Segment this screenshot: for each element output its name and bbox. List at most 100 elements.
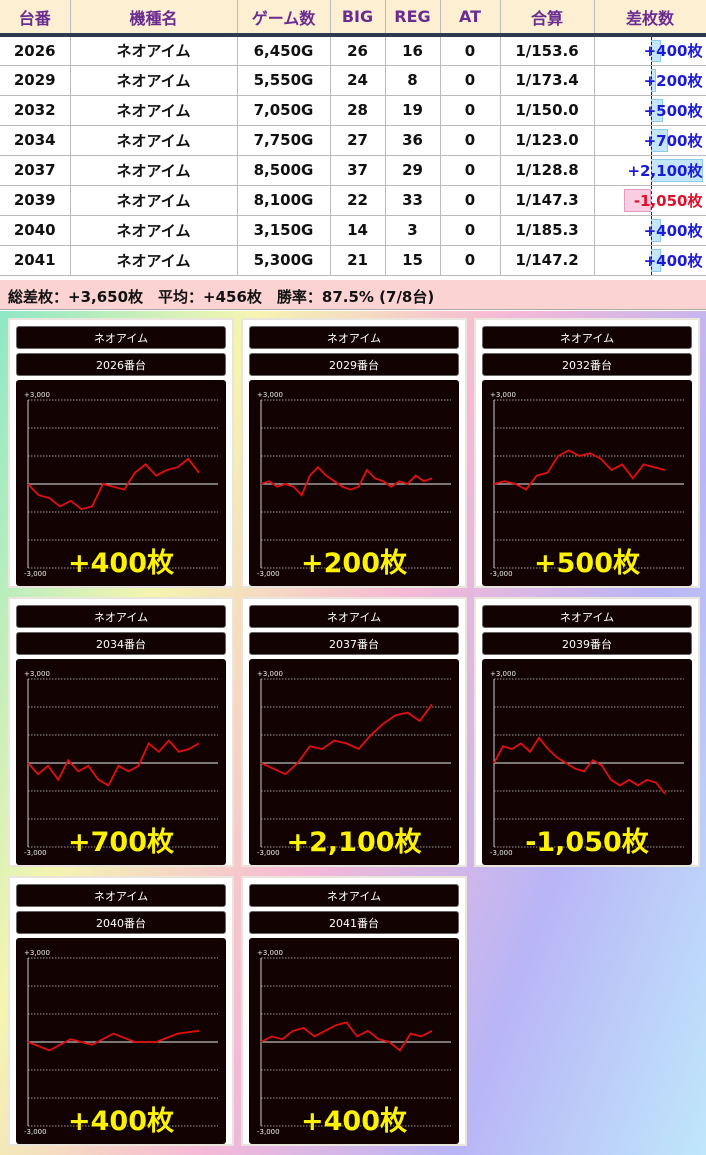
cell-at: 0 — [440, 125, 501, 156]
result-label: +700枚 — [68, 827, 174, 858]
series-line — [260, 465, 433, 497]
machine-graph-card[interactable]: ネオアイム 2034番台 +3,000 -3,000 +700枚 — [8, 597, 234, 867]
table-row[interactable]: 2029 ネオアイム 5,550G 24 8 0 1/173.4 +200枚 — [0, 65, 706, 96]
cell-no: 2037 — [0, 155, 71, 186]
graph-panel: +3,000 -3,000 +2,100枚 — [249, 659, 459, 865]
y-tick-label: -3,000 — [24, 1128, 47, 1136]
machine-number: 2034番台 — [16, 632, 226, 655]
diff-value: +400枚 — [643, 251, 703, 270]
machine-graph-card[interactable]: ネオアイム 2041番台 +3,000 -3,000 +400枚 — [241, 876, 467, 1146]
cell-at: 0 — [440, 185, 501, 216]
column-header[interactable]: ゲーム数 — [237, 0, 331, 37]
cell-diff: +400枚 — [594, 245, 706, 276]
series-line — [493, 736, 666, 795]
cell-no: 2032 — [0, 95, 71, 126]
cell-diff: +200枚 — [594, 65, 706, 96]
series-line — [27, 739, 200, 787]
cell-total: 1/147.2 — [500, 245, 595, 276]
series-line — [260, 1021, 433, 1052]
machine-number: 2029番台 — [249, 353, 459, 376]
cell-diff: +400枚 — [594, 35, 706, 66]
series-line — [27, 457, 200, 511]
y-tick-label: +3,000 — [24, 949, 50, 957]
cell-no: 2034 — [0, 125, 71, 156]
cell-model: ネオアイム — [70, 95, 238, 126]
y-tick-label: -3,000 — [24, 570, 47, 578]
graph-panel: +3,000 -3,000 +500枚 — [482, 380, 692, 586]
model-name: ネオアイム — [482, 605, 692, 628]
cell-model: ネオアイム — [70, 215, 238, 246]
machine-graph-card[interactable]: ネオアイム 2029番台 +3,000 -3,000 +200枚 — [241, 318, 467, 588]
y-tick-label: +3,000 — [257, 949, 283, 957]
cell-diff: -1,050枚 — [594, 185, 706, 216]
cell-diff: +2,100枚 — [594, 155, 706, 186]
column-header[interactable]: BIG — [330, 0, 386, 37]
cell-no: 2041 — [0, 245, 71, 276]
machine-graph-card[interactable]: ネオアイム 2040番台 +3,000 -3,000 +400枚 — [8, 876, 234, 1146]
table-row[interactable]: 2039 ネオアイム 8,100G 22 33 0 1/147.3 -1,050枚 — [0, 185, 706, 216]
zero-line — [650, 185, 652, 215]
machine-number: 2026番台 — [16, 353, 226, 376]
table-row[interactable]: 2040 ネオアイム 3,150G 14 3 0 1/185.3 +400枚 — [0, 215, 706, 246]
cell-model: ネオアイム — [70, 35, 238, 66]
cell-model: ネオアイム — [70, 125, 238, 156]
series-line — [493, 449, 666, 491]
cell-reg: 15 — [385, 245, 441, 276]
machine-graph-card[interactable]: ネオアイム 2039番台 +3,000 -3,000 -1,050枚 — [474, 597, 700, 867]
cell-total: 1/153.6 — [500, 35, 595, 66]
cell-games: 7,750G — [237, 125, 331, 156]
line-chart: +3,000 -3,000 — [257, 949, 451, 1136]
line-chart: +3,000 -3,000 — [257, 391, 451, 578]
cell-model: ネオアイム — [70, 155, 238, 186]
result-label: +2,100枚 — [286, 827, 422, 858]
cell-reg: 33 — [385, 185, 441, 216]
zero-line — [650, 215, 652, 245]
model-name: ネオアイム — [249, 605, 459, 628]
cell-reg: 3 — [385, 215, 441, 246]
table-header: 台番 機種名 ゲーム数 BIG REG AT 合算 差枚数 — [0, 0, 706, 37]
cell-no: 2039 — [0, 185, 71, 216]
table-row[interactable]: 2026 ネオアイム 6,450G 26 16 0 1/153.6 +400枚 — [0, 35, 706, 66]
line-chart: +3,000 -3,000 — [257, 670, 451, 857]
table-row[interactable]: 2041 ネオアイム 5,300G 21 15 0 1/147.2 +400枚 — [0, 245, 706, 276]
cell-at: 0 — [440, 35, 501, 66]
column-header[interactable]: 台番 — [0, 0, 71, 37]
cell-total: 1/147.3 — [500, 185, 595, 216]
table-row[interactable]: 2037 ネオアイム 8,500G 37 29 0 1/128.8 +2,100枚 — [0, 155, 706, 186]
model-name: ネオアイム — [482, 326, 692, 349]
column-header[interactable]: 合算 — [500, 0, 595, 37]
graph-panel: +3,000 -3,000 +200枚 — [249, 380, 459, 586]
column-header[interactable]: REG — [385, 0, 441, 37]
machine-number: 2041番台 — [249, 911, 459, 934]
machine-graph-card[interactable]: ネオアイム 2032番台 +3,000 -3,000 +500枚 — [474, 318, 700, 588]
cell-games: 6,450G — [237, 35, 331, 66]
cell-big: 14 — [330, 215, 386, 246]
column-header[interactable]: AT — [440, 0, 501, 37]
y-tick-label: +3,000 — [490, 391, 516, 399]
cell-at: 0 — [440, 155, 501, 186]
machine-graph-card[interactable]: ネオアイム 2037番台 +3,000 -3,000 +2,100枚 — [241, 597, 467, 867]
cell-at: 0 — [440, 95, 501, 126]
cell-at: 0 — [440, 65, 501, 96]
machine-graph-card[interactable]: ネオアイム 2026番台 +3,000 -3,000 +400枚 — [8, 318, 234, 588]
y-tick-label: -3,000 — [257, 849, 280, 857]
result-label: -1,050枚 — [525, 827, 649, 858]
cell-model: ネオアイム — [70, 185, 238, 216]
y-tick-label: -3,000 — [24, 849, 47, 857]
cell-big: 26 — [330, 35, 386, 66]
cell-games: 7,050G — [237, 95, 331, 126]
diff-bar — [624, 188, 651, 212]
column-header[interactable]: 差枚数 — [594, 0, 706, 37]
column-header[interactable]: 機種名 — [70, 0, 238, 37]
y-tick-label: +3,000 — [24, 391, 50, 399]
cell-reg: 8 — [385, 65, 441, 96]
machine-number: 2037番台 — [249, 632, 459, 655]
cell-total: 1/185.3 — [500, 215, 595, 246]
result-label: +400枚 — [68, 548, 174, 579]
table-row[interactable]: 2032 ネオアイム 7,050G 28 19 0 1/150.0 +500枚 — [0, 95, 706, 126]
cell-reg: 36 — [385, 125, 441, 156]
zero-line — [650, 65, 652, 95]
table-row[interactable]: 2034 ネオアイム 7,750G 27 36 0 1/123.0 +700枚 — [0, 125, 706, 156]
model-name: ネオアイム — [16, 884, 226, 907]
diff-value: +200枚 — [643, 71, 703, 90]
